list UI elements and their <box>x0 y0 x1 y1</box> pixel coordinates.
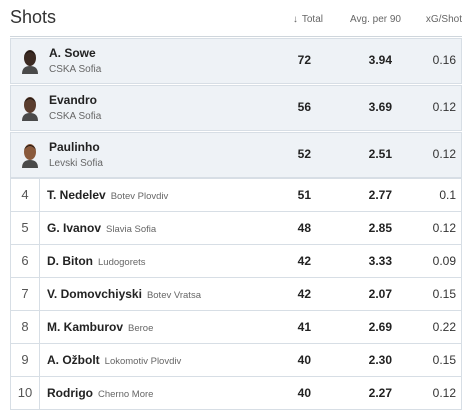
column-header-xg[interactable]: xG/Shot <box>425 14 462 25</box>
table-header: Shots ↓ Total Avg. per 90 xG/Shot <box>10 0 462 37</box>
xg-value: 0.12 <box>432 100 456 114</box>
player-name-text[interactable]: A. Ožbolt <box>47 353 100 367</box>
xg-value: 0.12 <box>432 386 456 400</box>
team-name[interactable]: CSKA Sofia <box>49 64 102 75</box>
xg-value: 0.15 <box>432 287 456 301</box>
avg-value: 3.33 <box>368 254 392 268</box>
avg-value: 2.77 <box>368 188 392 202</box>
total-value: 51 <box>297 188 311 202</box>
total-value: 48 <box>297 221 311 235</box>
avg-value: 3.94 <box>368 53 392 67</box>
total-value: 42 <box>297 254 311 268</box>
total-value: 56 <box>297 100 311 114</box>
xg-value: 0.12 <box>432 147 456 161</box>
player-avatar <box>21 142 39 168</box>
player-name[interactable]: Rodrigo Cherno More <box>47 386 153 400</box>
total-value: 42 <box>297 287 311 301</box>
total-value: 52 <box>297 147 311 161</box>
rank-number: 8 <box>11 311 40 343</box>
player-name-text[interactable]: G. Ivanov <box>47 221 102 235</box>
player-name[interactable]: A. Sowe <box>49 46 96 60</box>
player-name-text[interactable]: M. Kamburov <box>47 320 124 334</box>
total-value: 41 <box>297 320 311 334</box>
total-value: 40 <box>297 353 311 367</box>
avg-value: 2.69 <box>368 320 392 334</box>
column-header-avg[interactable]: Avg. per 90 <box>350 14 401 25</box>
total-value: 72 <box>297 53 311 67</box>
column-header-total[interactable]: ↓ Total <box>293 14 323 25</box>
player-name[interactable]: Paulinho <box>49 140 100 154</box>
player-avatar <box>21 48 39 74</box>
player-row[interactable]: 7 V. Domovchiyski Botev Vratsa 42 2.07 0.15 <box>10 278 462 311</box>
avg-value: 2.07 <box>368 287 392 301</box>
avg-value: 3.69 <box>368 100 392 114</box>
avg-value: 2.51 <box>368 147 392 161</box>
team-name[interactable]: Levski Sofia <box>49 158 103 169</box>
player-name-text[interactable]: V. Domovchiyski <box>47 287 142 301</box>
team-name[interactable]: Ludogorets <box>98 257 146 268</box>
player-name[interactable]: M. Kamburov Beroe <box>47 320 153 334</box>
player-row[interactable]: 10 Rodrigo Cherno More 40 2.27 0.12 <box>10 377 462 410</box>
player-name[interactable]: T. Nedelev Botev Plovdiv <box>47 188 168 202</box>
player-name[interactable]: Evandro <box>49 93 98 107</box>
player-row[interactable]: 4 T. Nedelev Botev Plovdiv 51 2.77 0.1 <box>10 178 462 212</box>
shots-leaderboard: Shots ↓ Total Avg. per 90 xG/Shot A. Sowe… <box>10 0 462 410</box>
xg-value: 0.22 <box>432 320 456 334</box>
column-label-total: Total <box>301 14 323 25</box>
team-name[interactable]: Botev Plovdiv <box>110 191 169 202</box>
player-row[interactable]: Paulinho Levski Sofia 52 2.51 0.12 <box>10 132 462 178</box>
team-name[interactable]: Lokomotiv Plovdiv <box>104 356 182 367</box>
xg-value: 0.16 <box>432 53 456 67</box>
xg-value: 0.09 <box>432 254 456 268</box>
player-name-text[interactable]: T. Nedelev <box>47 188 106 202</box>
xg-value: 0.1 <box>439 188 456 202</box>
player-row[interactable]: 6 D. Biton Ludogorets 42 3.33 0.09 <box>10 245 462 278</box>
player-row[interactable]: 5 G. Ivanov Slavia Sofia 48 2.85 0.12 <box>10 212 462 245</box>
team-name[interactable]: CSKA Sofia <box>49 111 102 122</box>
player-name[interactable]: D. Biton Ludogorets <box>47 254 146 268</box>
avg-value: 2.30 <box>368 353 392 367</box>
player-name-text[interactable]: D. Biton <box>47 254 93 268</box>
xg-value: 0.12 <box>432 221 456 235</box>
player-row[interactable]: A. Sowe CSKA Sofia 72 3.94 0.16 <box>10 38 462 84</box>
player-name-text[interactable]: Rodrigo <box>47 386 93 400</box>
team-name[interactable]: Slavia Sofia <box>106 224 157 235</box>
player-name[interactable]: G. Ivanov Slavia Sofia <box>47 221 156 235</box>
player-avatar <box>21 95 39 121</box>
sort-arrow-icon: ↓ <box>292 14 298 25</box>
page-title: Shots <box>10 7 57 27</box>
team-name[interactable]: Botev Vratsa <box>146 290 201 301</box>
rank-number: 7 <box>11 278 40 310</box>
player-row[interactable]: Evandro CSKA Sofia 56 3.69 0.12 <box>10 85 462 131</box>
team-name[interactable]: Beroe <box>128 323 154 334</box>
rank-number: 6 <box>11 245 40 277</box>
player-name[interactable]: A. Ožbolt Lokomotiv Plovdiv <box>47 353 181 367</box>
player-row[interactable]: 9 A. Ožbolt Lokomotiv Plovdiv 40 2.30 0.15 <box>10 344 462 377</box>
player-row[interactable]: 8 M. Kamburov Beroe 41 2.69 0.22 <box>10 311 462 344</box>
total-value: 40 <box>297 386 311 400</box>
xg-value: 0.15 <box>432 353 456 367</box>
avg-value: 2.85 <box>368 221 392 235</box>
rank-number: 4 <box>11 179 40 211</box>
avg-value: 2.27 <box>368 386 392 400</box>
team-name[interactable]: Cherno More <box>98 389 154 400</box>
rank-number: 10 <box>11 377 40 409</box>
player-name[interactable]: V. Domovchiyski Botev Vratsa <box>47 287 201 301</box>
rank-number: 5 <box>11 212 40 244</box>
rank-number: 9 <box>11 344 40 376</box>
